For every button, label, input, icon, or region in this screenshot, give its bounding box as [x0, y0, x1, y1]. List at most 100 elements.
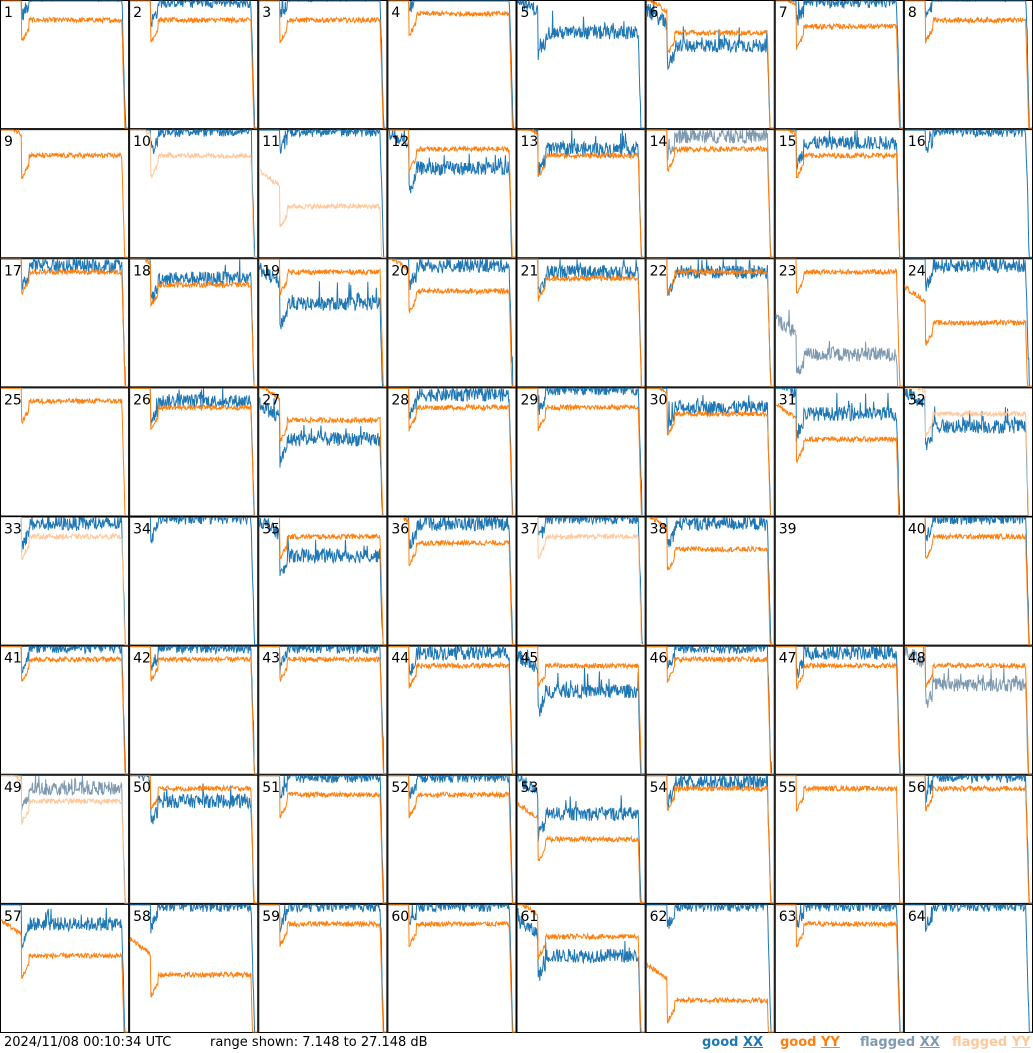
panel-frame	[258, 129, 388, 259]
panel-47: 47	[774, 645, 904, 775]
panel-label: 9	[4, 134, 13, 150]
panel-label: 64	[908, 909, 926, 925]
series-yy-panel-32	[904, 387, 1032, 516]
panel-frame	[0, 258, 130, 388]
panel-label: 25	[4, 392, 22, 408]
series-yy-panel-11	[258, 168, 387, 258]
panel-frame	[387, 129, 517, 259]
series-yy-panel-50	[130, 775, 258, 904]
panel-frame	[258, 645, 388, 775]
series-xx-panel-27	[258, 397, 387, 516]
series-yy-panel-57	[0, 918, 129, 1033]
series-xx-panel-11	[259, 128, 387, 258]
panel-label: 42	[133, 651, 151, 667]
series-xx-panel-36	[388, 515, 516, 646]
series-yy-panel-58	[129, 937, 258, 1033]
panel-13: 13	[516, 128, 646, 259]
panel-24: 24	[903, 257, 1033, 388]
series-yy-panel-29	[517, 387, 645, 516]
panel-45: 45	[516, 645, 646, 775]
series-xx-panel-34	[130, 515, 258, 646]
panel-52: 52	[387, 774, 517, 904]
series-xx-panel-1	[1, 0, 129, 129]
series-yy-panel-13	[517, 128, 645, 258]
panel-label: 47	[779, 651, 797, 667]
panel-label: 50	[133, 780, 151, 796]
panel-frame	[0, 645, 130, 775]
series-xx-panel-10	[130, 128, 258, 258]
range-label: range shown: 7.148 to 27.148 dB	[210, 1035, 428, 1050]
panel-label: 61	[521, 909, 539, 925]
panel-label: 59	[262, 909, 280, 925]
panel-7: 7	[774, 0, 904, 130]
series-yy-panel-31	[775, 403, 903, 516]
series-xx-panel-15	[775, 129, 903, 258]
panel-frame	[774, 258, 904, 388]
panel-label: 49	[4, 780, 22, 796]
panel-label: 30	[650, 392, 668, 408]
panel-61: 61	[516, 903, 646, 1033]
panel-38: 38	[645, 516, 775, 646]
panel-label: 54	[650, 780, 668, 796]
panel-frame	[774, 645, 904, 775]
panel-label: 29	[521, 392, 539, 408]
series-xx-panel-61	[517, 908, 645, 1033]
panel-label: 13	[521, 134, 539, 150]
panel-54: 54	[645, 774, 775, 904]
series-yy-panel-60	[388, 904, 516, 1033]
panel-1: 1	[0, 0, 130, 130]
panel-label: 51	[262, 780, 280, 796]
panel-label: 15	[779, 134, 797, 150]
timestamp-label: 2024/11/08 00:10:34 UTC	[4, 1035, 172, 1050]
series-yy-panel-46	[646, 646, 774, 775]
series-yy-panel-15	[775, 128, 903, 258]
panel-label: 28	[391, 392, 409, 408]
panel-label: 11	[262, 134, 280, 150]
series-xx-panel-7	[775, 0, 903, 129]
panel-6: 6	[645, 0, 775, 130]
panel-frame	[258, 516, 388, 646]
panel-label: 1	[4, 5, 13, 21]
panel-64: 64	[903, 902, 1033, 1033]
panel-31: 31	[774, 387, 904, 517]
series-xx-panel-4	[388, 0, 516, 129]
series-xx-panel-49	[1, 775, 129, 904]
panel-frame	[129, 387, 259, 517]
panel-9: 9	[0, 128, 130, 259]
panel-frame	[387, 0, 517, 130]
panel-label: 57	[4, 909, 22, 925]
series-xx-panel-54	[646, 774, 774, 904]
series-xx-panel-14	[646, 128, 774, 258]
series-xx-panel-37	[517, 515, 645, 646]
panel-62: 62	[645, 903, 775, 1033]
panel-frame	[129, 774, 259, 904]
series-xx-panel-40	[904, 515, 1032, 646]
panel-label: 60	[391, 909, 409, 925]
series-xx-panel-20	[388, 258, 516, 387]
series-yy-panel-8	[904, 0, 1032, 129]
panel-frame	[645, 903, 775, 1033]
series-xx-panel-48	[904, 646, 1032, 775]
panel-label: 56	[908, 780, 926, 796]
panel-label: 8	[908, 5, 917, 21]
legend-flagged-xx: flagged XX	[860, 1035, 940, 1050]
series-yy-panel-3	[259, 0, 387, 129]
series-xx-panel-52	[388, 774, 516, 904]
panel-label: 22	[650, 263, 668, 279]
panel-19: 19	[258, 258, 388, 388]
panel-label: 7	[779, 5, 788, 21]
series-xx-panel-5	[517, 0, 645, 129]
series-yy-panel-53	[517, 802, 645, 904]
panel-frame	[129, 129, 259, 259]
panel-label: 55	[779, 780, 797, 796]
panel-63: 63	[774, 903, 904, 1033]
panel-frame	[387, 387, 517, 517]
panel-label: 23	[779, 263, 797, 279]
panel-label: 37	[521, 522, 539, 538]
series-yy-panel-38	[646, 516, 774, 646]
series-xx-panel-8	[904, 0, 1032, 129]
panel-frame	[0, 903, 130, 1033]
panel-label: 46	[650, 651, 668, 667]
panel-frame	[129, 516, 259, 646]
series-xx-panel-47	[775, 645, 903, 775]
